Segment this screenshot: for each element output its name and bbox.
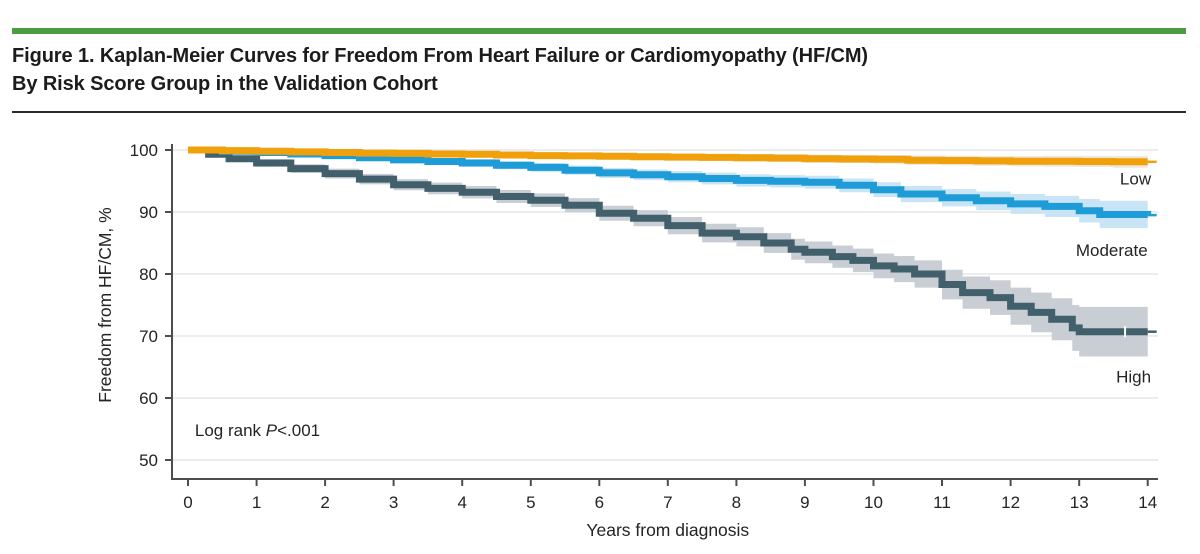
y-tick-label: 80 xyxy=(139,265,158,284)
y-tick-label: 100 xyxy=(130,141,158,160)
legend-label-high: High xyxy=(1116,367,1151,386)
y-ticks: 50 60 70 80 90 100 xyxy=(130,141,172,470)
x-tick-label: 11 xyxy=(933,493,951,512)
figure-title: Figure 1. Kaplan-Meier Curves for Freedo… xyxy=(12,42,1186,98)
km-chart: 50 60 70 80 90 100 0 1 2 3 4 5 6 7 8 9 10 11 12 13 14 Years f… xyxy=(0,120,1200,549)
accent-bar xyxy=(12,28,1186,34)
x-tick-label: 7 xyxy=(663,493,672,512)
x-tick-label: 1 xyxy=(252,493,261,512)
header-divider xyxy=(12,111,1186,113)
legend-label-moderate: Moderate xyxy=(1076,241,1148,260)
x-tick-label: 0 xyxy=(183,493,192,512)
legend-label-low: Low xyxy=(1120,170,1152,189)
x-tick-label: 13 xyxy=(1070,493,1089,512)
x-tick-label: 2 xyxy=(320,493,329,512)
figure-title-line2: By Risk Score Group in the Validation Co… xyxy=(12,73,438,95)
legend: Low Moderate High xyxy=(1076,170,1152,387)
log-rank-annotation: Log rank P<.001 xyxy=(195,421,320,440)
km-curve-low xyxy=(188,146,1148,166)
x-tick-label: 10 xyxy=(864,493,883,512)
figure-header: Figure 1. Kaplan-Meier Curves for Freedo… xyxy=(0,0,1200,120)
axes xyxy=(171,144,1158,480)
x-axis-title: Years from diagnosis xyxy=(586,520,749,540)
y-tick-label: 70 xyxy=(139,327,158,346)
km-curve-high xyxy=(188,146,1148,336)
y-tick-label: 60 xyxy=(139,389,158,408)
y-tick-label: 50 xyxy=(139,451,158,470)
x-tick-label: 8 xyxy=(732,493,741,512)
x-ticks: 0 1 2 3 4 5 6 7 8 9 10 11 12 13 14 xyxy=(183,479,1157,512)
x-tick-label: 12 xyxy=(1001,493,1020,512)
figure-title-line1: Figure 1. Kaplan-Meier Curves for Freedo… xyxy=(12,45,868,67)
x-tick-label: 3 xyxy=(389,493,398,512)
ci-band-high xyxy=(188,148,1148,359)
x-tick-label: 6 xyxy=(595,493,604,512)
km-curves xyxy=(188,146,1157,338)
y-axis-title: Freedom from HF/CM, % xyxy=(95,207,115,402)
ci-band-moderate xyxy=(188,148,1148,230)
y-tick-label: 90 xyxy=(139,203,158,222)
x-tick-label: 9 xyxy=(800,493,809,512)
x-tick-label: 5 xyxy=(526,493,535,512)
x-tick-label: 14 xyxy=(1138,493,1157,512)
x-tick-label: 4 xyxy=(457,493,466,512)
